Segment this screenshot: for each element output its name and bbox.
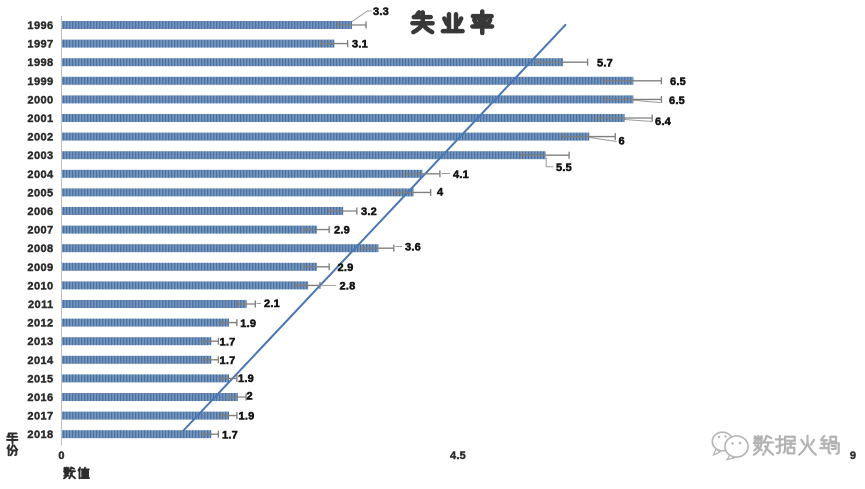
svg-text:2009: 2009 [27, 262, 53, 274]
svg-text:2017: 2017 [27, 411, 53, 423]
svg-text:2005: 2005 [27, 187, 53, 199]
svg-text:6.4: 6.4 [655, 116, 672, 128]
svg-text:1.7: 1.7 [220, 355, 236, 367]
svg-text:9: 9 [850, 450, 856, 462]
svg-text:6.5: 6.5 [670, 76, 686, 88]
svg-text:1996: 1996 [27, 20, 53, 32]
svg-text:2015: 2015 [27, 373, 53, 385]
svg-text:2001: 2001 [27, 113, 53, 125]
svg-text:1.9: 1.9 [238, 373, 254, 385]
svg-text:4: 4 [437, 187, 444, 199]
svg-text:2003: 2003 [27, 150, 53, 162]
svg-text:2016: 2016 [27, 392, 53, 404]
svg-text:5.7: 5.7 [597, 57, 613, 69]
svg-text:4.1: 4.1 [453, 169, 469, 181]
svg-text:2.9: 2.9 [334, 225, 350, 237]
svg-text:2014: 2014 [27, 355, 54, 367]
svg-text:2002: 2002 [27, 132, 53, 144]
svg-text:1.9: 1.9 [239, 411, 255, 423]
svg-text:3.6: 3.6 [405, 242, 421, 254]
svg-text:3.3: 3.3 [373, 6, 389, 18]
svg-text:2007: 2007 [27, 225, 53, 237]
svg-text:6: 6 [619, 136, 625, 148]
svg-text:3.1: 3.1 [352, 39, 368, 51]
svg-text:2011: 2011 [28, 299, 53, 311]
svg-text:2000: 2000 [27, 94, 53, 106]
svg-text:2006: 2006 [27, 206, 53, 218]
svg-text:1997: 1997 [27, 39, 53, 51]
svg-text:2.8: 2.8 [340, 281, 356, 293]
svg-text:6.5: 6.5 [669, 95, 685, 107]
svg-text:4.5: 4.5 [450, 450, 466, 462]
svg-text:2013: 2013 [27, 336, 53, 348]
svg-text:1998: 1998 [27, 57, 53, 69]
svg-text:1.9: 1.9 [240, 318, 256, 330]
svg-text:1.7: 1.7 [222, 429, 238, 441]
svg-text:2008: 2008 [27, 243, 53, 255]
svg-text:1.7: 1.7 [220, 336, 236, 348]
svg-text:2.1: 2.1 [264, 298, 280, 310]
svg-text:3.2: 3.2 [361, 206, 377, 218]
svg-text:2.9: 2.9 [338, 262, 354, 274]
svg-text:0: 0 [58, 450, 64, 462]
svg-text:2004: 2004 [27, 169, 54, 181]
svg-text:2018: 2018 [27, 429, 53, 441]
svg-text:2: 2 [247, 391, 253, 403]
svg-text:1999: 1999 [27, 76, 53, 88]
svg-text:2012: 2012 [27, 318, 53, 330]
svg-text:2010: 2010 [27, 280, 53, 292]
svg-text:5.5: 5.5 [556, 162, 572, 174]
